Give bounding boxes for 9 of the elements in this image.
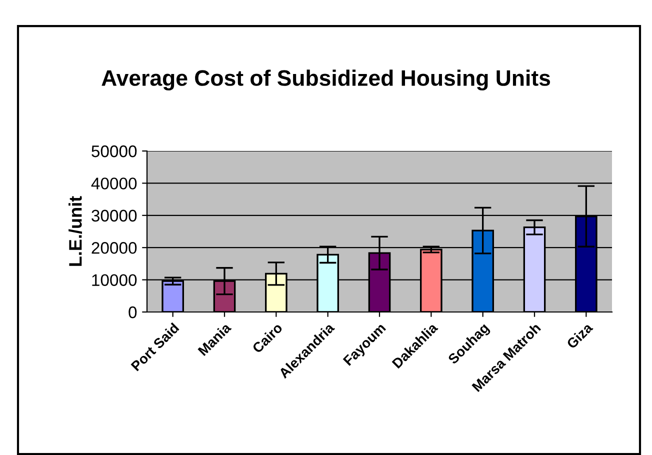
chart-title: Average Cost of Subsidized Housing Units [102, 70, 550, 90]
y-axis-title: L.E./unit [68, 196, 82, 266]
y-tick-label: 0 [128, 306, 137, 318]
y-tick-label: 10000 [92, 274, 137, 286]
y-tick-label: 30000 [92, 210, 137, 222]
y-tick-label: 20000 [92, 242, 137, 254]
y-tick-label: 40000 [91, 178, 137, 190]
y-tick-label: 50000 [92, 145, 137, 158]
x-tick-label: Giza [566, 322, 594, 350]
